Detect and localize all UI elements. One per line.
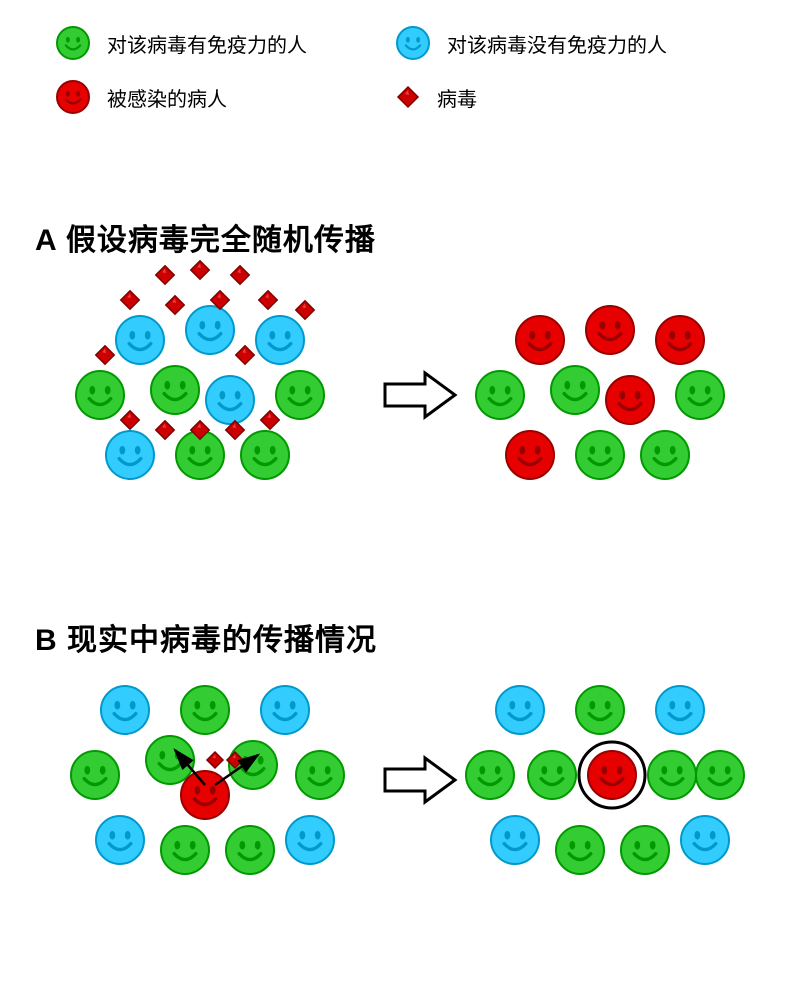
diagram-canvas <box>0 0 801 1000</box>
legend-label-infected: 被感染的病人 <box>107 83 227 112</box>
legend-item-susceptible: 对该病毒没有免疫力的人 <box>395 25 735 61</box>
legend-row-2: 被感染的病人 病毒 <box>55 79 755 115</box>
section-a-title: A 假设病毒完全随机传播 <box>35 215 376 259</box>
legend-label-immune: 对该病毒有免疫力的人 <box>107 29 307 58</box>
legend-face-cyan <box>395 25 431 61</box>
legend-label-virus: 病毒 <box>437 83 477 112</box>
page: 对该病毒有免疫力的人 对该病毒没有免疫力的人 被感染的病人 病毒 A 假设病毒完… <box>0 0 801 1000</box>
legend-label-susceptible: 对该病毒没有免疫力的人 <box>447 29 667 58</box>
section-b-title: B 现实中病毒的传播情况 <box>35 615 377 659</box>
legend-virus-icon <box>395 84 421 110</box>
legend-item-immune: 对该病毒有免疫力的人 <box>55 25 395 61</box>
legend-item-virus: 病毒 <box>395 83 735 112</box>
legend-item-infected: 被感染的病人 <box>55 79 395 115</box>
legend: 对该病毒有免疫力的人 对该病毒没有免疫力的人 被感染的病人 病毒 <box>55 25 755 133</box>
legend-face-red <box>55 79 91 115</box>
legend-row-1: 对该病毒有免疫力的人 对该病毒没有免疫力的人 <box>55 25 755 61</box>
legend-face-green <box>55 25 91 61</box>
